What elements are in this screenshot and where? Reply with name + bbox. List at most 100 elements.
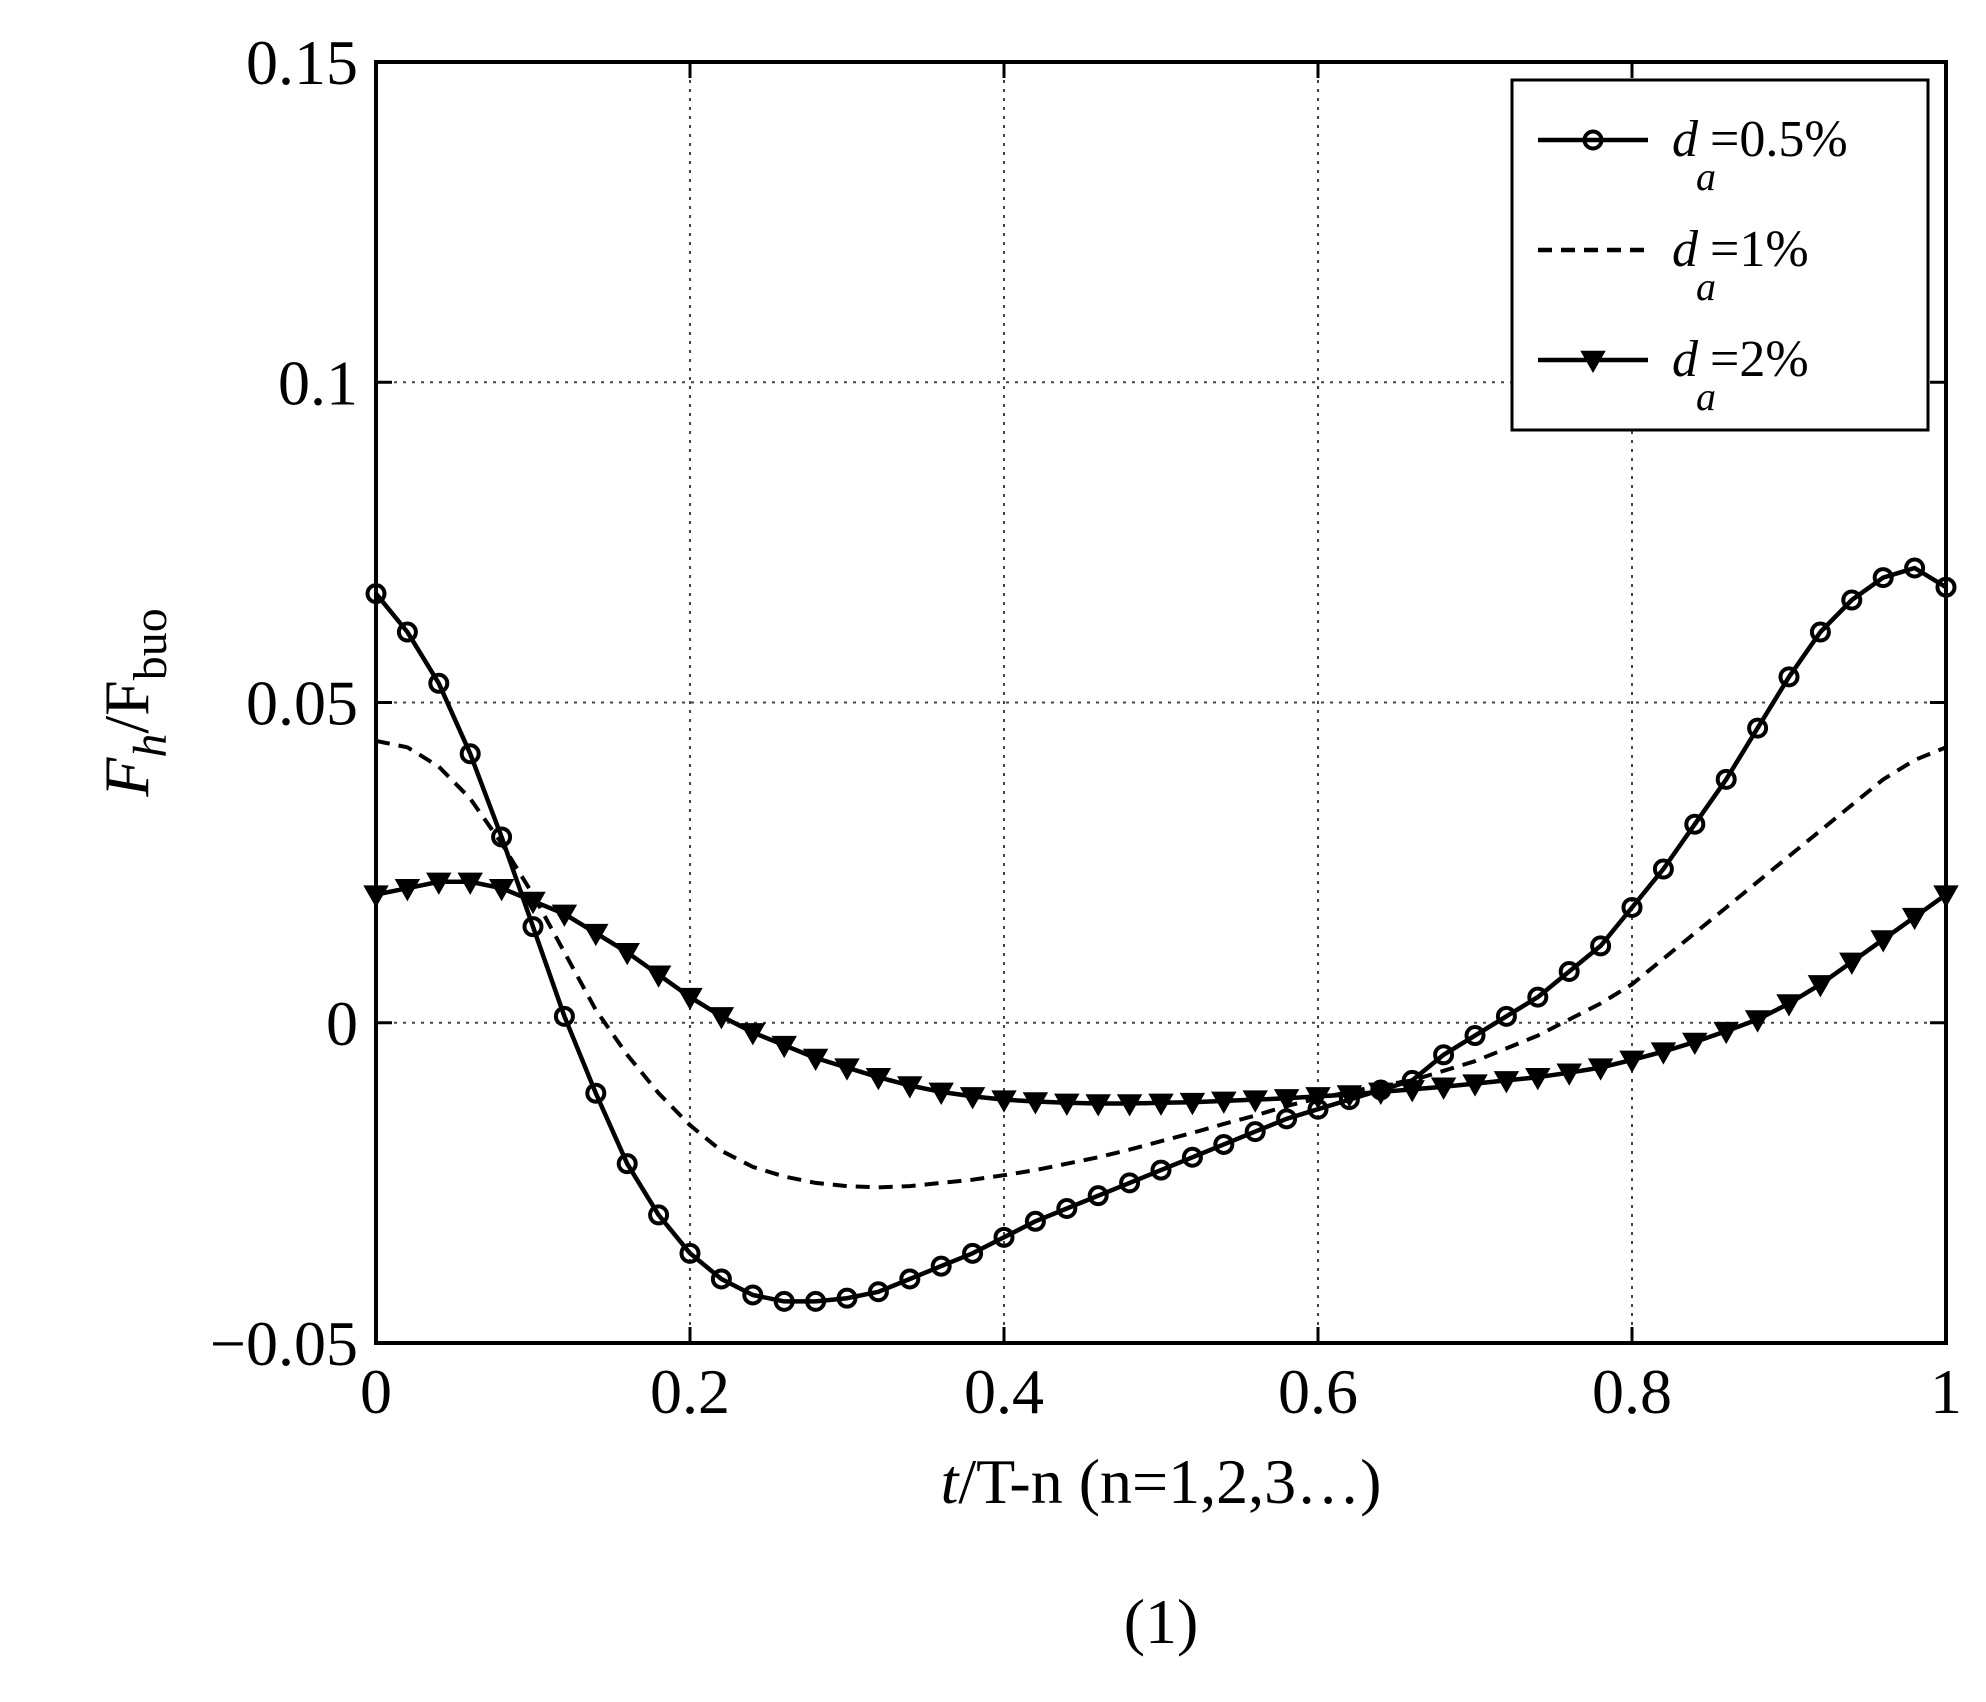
y-tick-label: 0.15	[246, 27, 358, 98]
data-point	[1652, 858, 1674, 880]
y-axis-label-main: F	[91, 757, 162, 798]
data-point	[1582, 129, 1604, 151]
series-line	[375, 738, 1947, 1190]
data-point	[1024, 1210, 1046, 1232]
data-point	[1399, 1080, 1425, 1103]
data-point	[1525, 1067, 1551, 1091]
data-point	[962, 1242, 984, 1264]
data-point	[677, 987, 703, 1011]
data-point	[457, 872, 483, 895]
data-point	[583, 923, 609, 947]
x-tick-label: 1	[1930, 1356, 1962, 1427]
legend-label-prefix: d	[1672, 331, 1699, 388]
series-2	[375, 738, 1947, 1190]
data-point	[522, 916, 544, 938]
data-point	[1682, 1032, 1708, 1055]
data-point	[1619, 1050, 1645, 1073]
legend-label-prefix: d	[1672, 111, 1699, 168]
x-axis-label-italic: t	[941, 1446, 961, 1517]
data-point	[1841, 589, 1863, 611]
y-tick-label: −0.05	[210, 1308, 358, 1379]
data-point	[1273, 1089, 1300, 1112]
y-tick-label: 0.1	[278, 347, 358, 418]
data-point	[1305, 1087, 1331, 1110]
data-point	[959, 1087, 986, 1110]
data-point	[648, 1204, 670, 1226]
data-point	[394, 878, 421, 902]
data-point	[710, 1268, 732, 1290]
data-point	[1650, 1042, 1677, 1065]
data-point	[1715, 768, 1737, 790]
data-point	[1433, 1044, 1455, 1066]
data-point	[708, 1007, 735, 1030]
data-point	[1181, 1146, 1203, 1168]
legend-label-value: =2%	[1710, 331, 1809, 388]
data-point	[614, 943, 640, 966]
data-point	[1336, 1085, 1363, 1108]
x-tick-label: 0.8	[1592, 1356, 1672, 1427]
series-1	[365, 557, 1957, 1312]
series-layer	[363, 557, 1959, 1312]
y-axis-label-slash: /F	[91, 680, 162, 733]
legend-label: d a=2%	[1672, 331, 1809, 419]
x-tick-label: 0.2	[650, 1356, 730, 1427]
data-point	[1148, 1093, 1174, 1116]
data-point	[551, 904, 578, 927]
data-point	[585, 1082, 607, 1104]
legend-entry-2: d a=1%	[1538, 221, 1809, 309]
data-point	[1462, 1074, 1488, 1097]
data-point	[1807, 975, 1834, 998]
legend-label: d a=1%	[1672, 221, 1809, 309]
data-point	[865, 1067, 892, 1091]
data-point	[805, 1290, 827, 1312]
data-point	[1558, 961, 1580, 983]
data-point	[802, 1048, 829, 1071]
data-point	[740, 1023, 766, 1046]
data-point	[771, 1035, 797, 1059]
data-point	[1213, 1133, 1235, 1155]
data-point	[991, 1090, 1017, 1113]
data-point	[1744, 1010, 1771, 1033]
data-point	[928, 1082, 954, 1105]
data-point	[1904, 557, 1926, 579]
y-axis-label-sub2: buo	[124, 608, 177, 680]
data-point	[930, 1255, 952, 1277]
data-point	[1211, 1091, 1237, 1114]
data-point	[1244, 1121, 1266, 1143]
data-point	[553, 1005, 575, 1027]
data-point	[488, 878, 515, 902]
y-axis-label-sub1: h	[124, 734, 177, 758]
data-point	[645, 965, 672, 988]
data-point	[428, 672, 450, 694]
data-point	[1527, 986, 1549, 1008]
data-point	[1590, 935, 1612, 957]
data-point	[1054, 1093, 1080, 1116]
legend-items: d a=0.5% d a=1% d a=2%	[1538, 111, 1848, 419]
legend-label: d a=0.5%	[1672, 111, 1848, 199]
data-point	[1179, 1092, 1206, 1116]
data-point	[1430, 1077, 1457, 1100]
x-tick-label: 0.6	[1278, 1356, 1358, 1427]
legend-label-value: =0.5%	[1710, 111, 1848, 168]
legend: d a=0.5% d a=1% d a=2%	[1510, 78, 1930, 432]
x-axis-label: t/T-n (n=1,2,3…)	[941, 1446, 1382, 1517]
data-point	[1087, 1185, 1109, 1207]
data-point	[897, 1076, 923, 1099]
data-point	[1587, 1058, 1614, 1081]
data-point	[1022, 1092, 1049, 1115]
data-point	[1747, 717, 1769, 739]
data-point	[1493, 1071, 1520, 1094]
data-point	[867, 1281, 889, 1303]
grid	[376, 62, 1946, 1343]
x-tick-label: 0	[360, 1356, 392, 1427]
data-point	[616, 1153, 638, 1175]
data-point	[1776, 994, 1802, 1017]
data-point	[1901, 907, 1928, 931]
data-point	[1116, 1094, 1143, 1117]
data-point	[459, 743, 481, 765]
data-point	[899, 1268, 921, 1290]
legend-entry-1: d a=0.5%	[1538, 111, 1848, 199]
data-point	[679, 1242, 701, 1264]
